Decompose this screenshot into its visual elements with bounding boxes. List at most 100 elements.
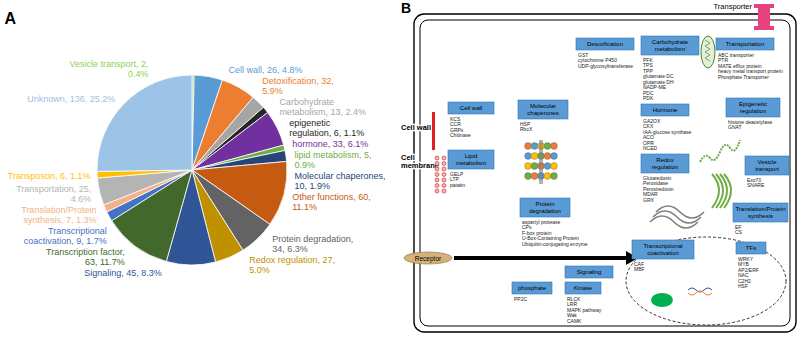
svg-text:coactivation: coactivation (647, 250, 679, 256)
svg-text:CAMK: CAMK (567, 318, 582, 324)
svg-text:MATE efflux protein: MATE efflux protein (718, 62, 762, 69)
svg-text:Molecular chaperones,10, 1.9%: Molecular chaperones,10, 1.9% (294, 171, 385, 191)
svg-text:Signaling: Signaling (577, 269, 602, 275)
svg-text:GA2OX: GA2OX (643, 117, 661, 124)
svg-text:synthesis: synthesis (748, 213, 773, 219)
svg-text:GRPs: GRPs (450, 126, 464, 133)
svg-text:lipid metabolism, 5,0.9%: lipid metabolism, 5,0.9% (294, 150, 371, 170)
svg-text:ABC transporter: ABC transporter (718, 51, 754, 58)
svg-text:Transcriptionalcoactivation, 9: Transcriptionalcoactivation, 9, 1.7% (24, 226, 107, 246)
svg-text:PDC: PDC (643, 89, 654, 96)
svg-text:Carbohydrate: Carbohydrate (652, 39, 689, 45)
svg-text:CAF: CAF (634, 260, 644, 267)
svg-text:AP2/ERF: AP2/ERF (738, 266, 759, 273)
svg-text:PFK: PFK (643, 56, 653, 63)
svg-text:Molecular: Molecular (530, 103, 556, 109)
svg-text:chaperones: chaperones (527, 110, 558, 116)
svg-text:Cell wall: Cell wall (401, 123, 431, 132)
svg-text:A: A (5, 10, 17, 27)
svg-text:RLCK: RLCK (567, 295, 581, 302)
svg-text:Carbohydratemetabolism, 13, 2.: Carbohydratemetabolism, 13, 2.4% (279, 97, 366, 117)
svg-text:PDK: PDK (643, 95, 654, 101)
svg-text:Transposon, 6, 1.1%: Transposon, 6, 1.1% (8, 171, 91, 181)
svg-text:PP2C: PP2C (514, 296, 527, 302)
svg-text:NADP-ME: NADP-ME (643, 84, 667, 90)
svg-text:Redox: Redox (656, 157, 673, 163)
svg-text:Transportation, 25,4.6%: Transportation, 25,4.6% (16, 184, 91, 204)
svg-text:NCED: NCED (643, 145, 658, 151)
svg-text:hormone, 33, 6.1%: hormone, 33, 6.1% (292, 139, 368, 149)
svg-text:SNARE: SNARE (747, 182, 765, 188)
svg-text:Phosphate Transporter: Phosphate Transporter (718, 74, 769, 80)
svg-text:glutamate DC: glutamate DC (643, 73, 674, 79)
svg-text:metabolism: metabolism (655, 46, 686, 52)
svg-text:degradation: degradation (529, 208, 561, 214)
svg-text:Peroxiredoxin: Peroxiredoxin (643, 185, 674, 192)
svg-text:metabolism: metabolism (456, 160, 487, 166)
svg-text:Vesicle transport, 2,0.4%: Vesicle transport, 2,0.4% (69, 59, 148, 79)
svg-text:epigeneticregulation, 6, 1.1%: epigeneticregulation, 6, 1.1% (289, 118, 364, 138)
svg-text:regulation: regulation (652, 164, 678, 170)
svg-text:Exo70: Exo70 (747, 176, 762, 183)
svg-text:HSP: HSP (520, 120, 531, 127)
svg-text:WRKY: WRKY (738, 255, 753, 262)
svg-text:C2H2: C2H2 (738, 277, 751, 284)
svg-text:Receptor: Receptor (415, 255, 442, 263)
svg-text:aspartyl protease: aspartyl protease (522, 218, 561, 225)
svg-text:MAPK pathway: MAPK pathway (567, 306, 602, 313)
svg-text:Kinase: Kinase (574, 285, 593, 291)
svg-text:HSF: HSF (738, 283, 748, 289)
svg-text:Epigenetic: Epigenetic (739, 101, 767, 107)
svg-text:Detoxification, 32,5.9%: Detoxification, 32,5.9% (262, 76, 334, 96)
svg-text:Glutaredoxin: Glutaredoxin (643, 174, 672, 181)
svg-text:Unknown, 136, 25.2%: Unknown, 136, 25.2% (27, 94, 115, 104)
svg-text:Chitinase: Chitinase (450, 132, 471, 138)
svg-text:Transportation: Transportation (726, 41, 764, 47)
svg-text:GST: GST (578, 51, 589, 58)
svg-text:Protein degradation,34, 6.3%: Protein degradation,34, 6.3% (272, 234, 353, 254)
svg-text:transport: transport (755, 166, 779, 172)
svg-text:Detoxification: Detoxification (587, 41, 623, 47)
svg-text:glutamate DH: glutamate DH (643, 78, 674, 85)
svg-text:GRX: GRX (643, 197, 655, 203)
svg-text:RbcX: RbcX (520, 126, 533, 132)
svg-text:Protein: Protein (535, 201, 554, 207)
svg-text:OPR: OPR (643, 139, 654, 146)
svg-text:TPS: TPS (643, 62, 653, 68)
svg-text:UDP-glycosyltransferase: UDP-glycosyltransferase (578, 63, 633, 69)
svg-text:Transcriptional: Transcriptional (643, 243, 682, 249)
svg-text:patatin: patatin (450, 182, 465, 188)
svg-text:F-box protein: F-box protein (522, 229, 552, 236)
svg-text:Translation/Protein: Translation/Protein (735, 206, 785, 212)
svg-text:regulation: regulation (740, 108, 766, 114)
svg-text:KCS: KCS (450, 115, 461, 122)
svg-text:PTR: PTR (718, 57, 728, 63)
svg-text:B: B (401, 0, 411, 16)
svg-text:Cell: Cell (401, 153, 415, 162)
svg-text:MBF: MBF (634, 266, 645, 272)
svg-text:Cell wall: Cell wall (460, 105, 482, 111)
svg-text:Transcription factor,63, 11.7%: Transcription factor,63, 11.7% (46, 247, 125, 267)
svg-text:cytochrome P450: cytochrome P450 (578, 57, 617, 63)
svg-text:GNAT: GNAT (728, 124, 742, 130)
svg-text:Lipid: Lipid (465, 153, 478, 159)
svg-text:Ubiquitin-conjugating enzyme: Ubiquitin-conjugating enzyme (522, 241, 588, 247)
svg-text:TPP: TPP (643, 67, 653, 74)
svg-text:GELP: GELP (450, 170, 464, 177)
svg-text:Transporter: Transporter (714, 2, 753, 11)
svg-text:Signaling, 45, 8.3%: Signaling, 45, 8.3% (84, 268, 162, 278)
svg-text:IAA-glucose synthase: IAA-glucose synthase (643, 128, 692, 135)
svg-text:TFs: TFs (746, 245, 756, 251)
svg-text:Cell wall, 26, 4.8%: Cell wall, 26, 4.8% (228, 65, 302, 75)
svg-text:Translation/Proteinsynthesis,: Translation/Proteinsynthesis, 7, 1.3% (21, 205, 96, 225)
svg-text:Vesicle: Vesicle (757, 159, 777, 165)
svg-text:EF: EF (735, 223, 742, 230)
svg-text:Other functions, 60,11.1%: Other functions, 60,11.1% (292, 192, 371, 212)
svg-text:Hormone: Hormone (653, 107, 678, 113)
svg-text:phosphate: phosphate (518, 285, 547, 291)
svg-text:membrane: membrane (401, 161, 439, 170)
svg-text:CS: CS (735, 229, 743, 235)
svg-text:Redox regulation, 27,5.0%: Redox regulation, 27,5.0% (249, 255, 335, 275)
svg-text:histone deacetylase: histone deacetylase (728, 118, 773, 125)
svg-text:heavy metal transport protein: heavy metal transport protein (718, 68, 783, 74)
